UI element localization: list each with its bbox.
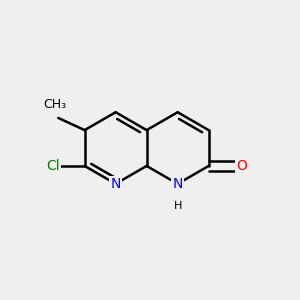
Text: Cl: Cl [46,159,60,173]
Text: N: N [172,177,183,191]
Text: O: O [236,159,247,173]
Text: H: H [173,201,182,211]
Text: N: N [110,177,121,191]
Text: CH₃: CH₃ [43,98,66,111]
